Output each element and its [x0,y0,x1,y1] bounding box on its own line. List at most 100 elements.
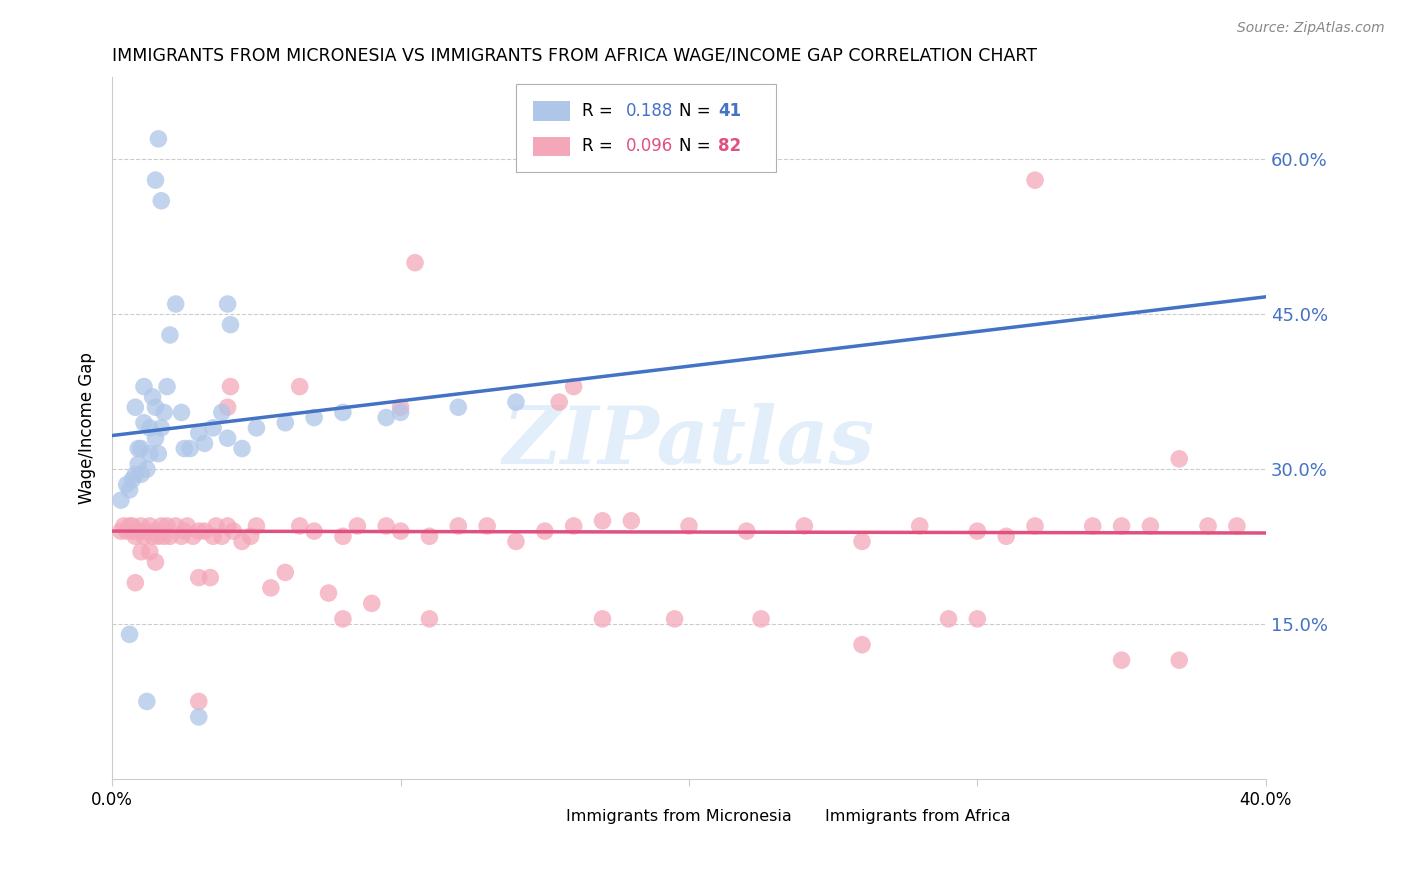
Text: 82: 82 [718,137,741,155]
Point [187,524,209,538]
Point [217,297,239,311]
Point [170,529,193,543]
Point [332,612,354,626]
Point [447,401,470,415]
Point [145,173,167,187]
Point [135,524,157,538]
Point [217,431,239,445]
Point [135,462,157,476]
Point [562,379,585,393]
Point [145,401,167,415]
Point [127,457,149,471]
Point [179,442,201,456]
Point [132,416,155,430]
FancyBboxPatch shape [527,809,558,824]
Point [217,519,239,533]
Text: R =: R = [582,103,613,120]
Point [138,519,160,533]
Point [664,612,686,626]
Point [505,395,527,409]
Point [205,519,228,533]
Point [159,529,181,543]
Text: R =: R = [582,137,613,155]
Point [1111,653,1133,667]
Point [127,442,149,456]
Text: ZIPatlas: ZIPatlas [503,403,875,481]
Point [159,328,181,343]
Point [217,401,239,415]
Point [389,524,412,538]
Point [562,519,585,533]
Point [156,519,179,533]
Point [145,524,167,538]
Point [170,405,193,419]
Point [165,297,187,311]
Point [418,529,440,543]
Point [245,519,267,533]
Point [138,447,160,461]
Point [150,194,173,208]
Point [187,425,209,440]
Point [145,555,167,569]
Point [389,405,412,419]
Point [966,524,988,538]
Point [173,524,195,538]
Point [239,529,262,543]
FancyBboxPatch shape [533,136,571,156]
Point [620,514,643,528]
Point [908,519,931,533]
Text: Source: ZipAtlas.com: Source: ZipAtlas.com [1237,21,1385,35]
Point [187,710,209,724]
Point [165,519,187,533]
Text: Immigrants from Africa: Immigrants from Africa [825,809,1011,824]
Point [127,524,149,538]
Point [475,519,498,533]
Point [245,421,267,435]
Point [332,405,354,419]
Point [110,493,132,508]
Point [145,431,167,445]
Point [1111,519,1133,533]
Point [505,534,527,549]
Point [200,571,222,585]
Y-axis label: Wage/Income Gap: Wage/Income Gap [79,352,96,504]
Text: Immigrants from Micronesia: Immigrants from Micronesia [565,809,792,824]
Point [360,596,382,610]
Point [1024,519,1046,533]
Point [404,256,426,270]
Point [124,401,146,415]
Point [118,627,141,641]
Point [678,519,700,533]
Point [592,612,614,626]
Point [202,421,225,435]
Point [749,612,772,626]
Point [138,421,160,435]
Point [118,519,141,533]
Point [222,524,245,538]
Point [153,405,176,419]
Point [112,519,135,533]
Point [138,545,160,559]
Point [851,534,873,549]
Point [274,566,297,580]
Point [1197,519,1219,533]
Point [211,529,233,543]
Point [1168,451,1191,466]
Point [148,132,170,146]
Point [121,524,143,538]
FancyBboxPatch shape [516,84,776,171]
Point [793,519,815,533]
Point [156,379,179,393]
Point [121,519,143,533]
Point [332,529,354,543]
Text: 0.096: 0.096 [626,137,673,155]
FancyBboxPatch shape [787,809,817,824]
Point [187,694,209,708]
Point [142,529,165,543]
Point [150,519,173,533]
Point [966,612,988,626]
FancyBboxPatch shape [533,102,571,121]
Point [129,519,152,533]
Point [533,524,555,538]
Point [274,416,297,430]
